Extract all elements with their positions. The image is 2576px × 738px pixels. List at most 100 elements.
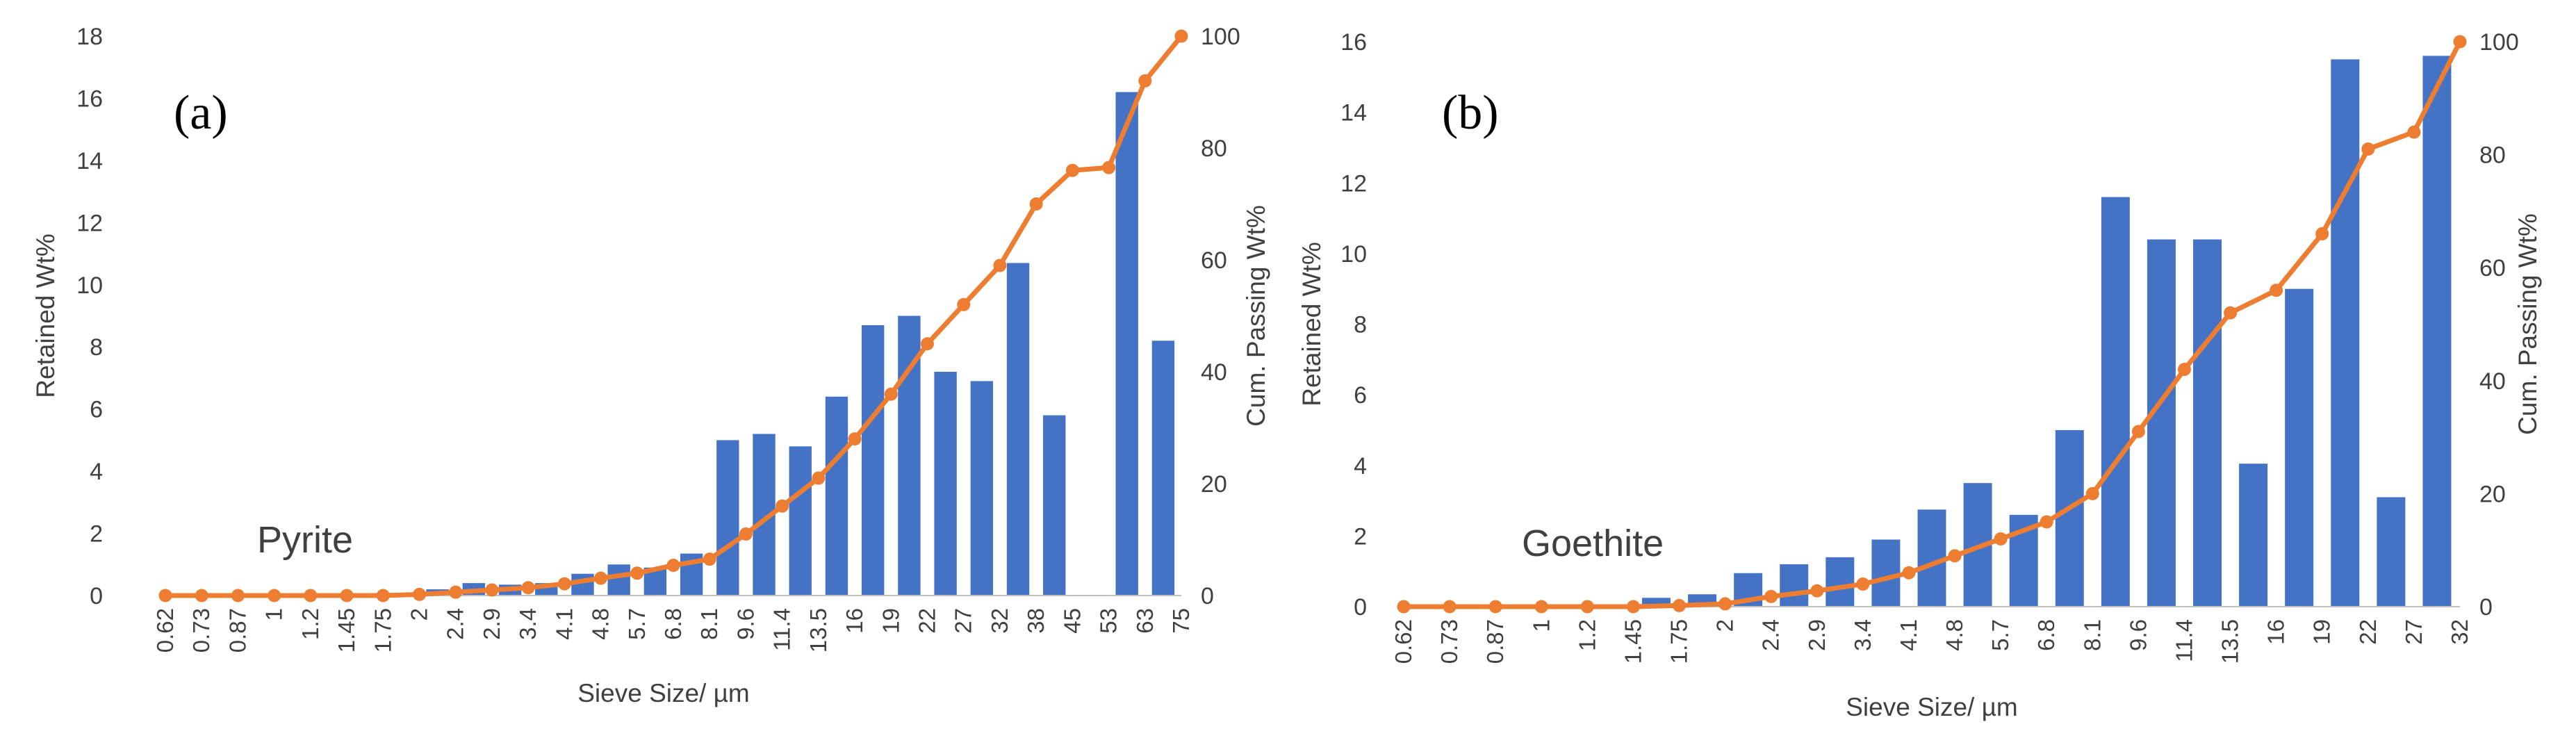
y-tick-label: 6: [90, 397, 103, 423]
cumulative-point-1.75: [376, 589, 390, 602]
cumulative-point-2.9: [485, 583, 499, 597]
y-tick-label: 18: [76, 24, 103, 50]
bar-16: [861, 325, 885, 596]
x-tick-label: 1.75: [370, 608, 395, 653]
bar-27: [2422, 56, 2452, 607]
bar-2.9: [1826, 557, 1855, 607]
x-tick-label: 11.4: [2171, 619, 2197, 662]
bar-16: [2285, 288, 2314, 607]
y2-tick-label: 80: [1201, 136, 1227, 162]
y-axis-title: Retained Wt%: [1297, 242, 1326, 407]
cumulative-point-0.62: [158, 589, 172, 602]
bar-8.1: [2101, 197, 2130, 607]
bar-38: [1043, 415, 1066, 596]
cumulative-point-53: [1102, 161, 1116, 174]
cumulative-passing-line: [1404, 40, 2463, 609]
cumulative-point-75: [1174, 29, 1188, 43]
cumulative-point-16: [2270, 284, 2283, 297]
cumulative-point-22: [921, 337, 934, 351]
x-tick-label: 4.8: [1942, 619, 1967, 651]
cumulative-point-5.7: [630, 566, 644, 580]
x-tick-label: 3.4: [1850, 619, 1876, 651]
x-tick-label: 1: [261, 608, 287, 621]
x-tick-label: 38: [1023, 608, 1049, 634]
x-axis-title: Sieve Size/ µm: [577, 679, 750, 707]
x-tick-label: 2.4: [1758, 619, 1784, 651]
bar-4.1: [1917, 509, 1946, 607]
cumulative-point-2: [413, 587, 426, 601]
x-tick-label: 1.2: [1574, 619, 1600, 651]
x-tick-label: 6.8: [660, 608, 686, 640]
x-tick-label: 2: [407, 608, 432, 621]
cumulative-point-32: [993, 259, 1007, 272]
x-tick-label: 8.1: [696, 608, 722, 640]
cumulative-point-6.8: [666, 559, 680, 573]
cumulative-point-2.4: [449, 585, 463, 599]
cumulative-point-0.73: [1443, 600, 1457, 614]
x-tick-label: 13.5: [805, 608, 831, 653]
x-tick-label: 53: [1096, 608, 1122, 634]
x-tick-label: 32: [987, 608, 1012, 634]
x-tick-label: 1.2: [297, 608, 323, 640]
material-annotation: Pyrite: [257, 519, 353, 561]
material-annotation: Goethite: [1522, 523, 1664, 564]
cumulative-point-1.75: [1673, 598, 1687, 612]
cumulative-point-4.1: [1902, 566, 1916, 580]
cumulative-point-3.4: [1856, 577, 1870, 591]
cumulative-point-1.45: [1626, 600, 1640, 614]
x-tick-label: 0.73: [188, 608, 214, 653]
bar-22: [934, 372, 957, 596]
bar-11.4: [789, 446, 812, 596]
x-tick-label: 63: [1132, 608, 1158, 634]
bar-19: [2331, 59, 2360, 607]
cumulative-point-0.87: [1488, 600, 1502, 614]
x-tick-label: 27: [2401, 619, 2427, 645]
cumulative-point-32: [2453, 35, 2467, 49]
x-tick-label: 22: [2355, 619, 2381, 645]
cumulative-point-3.4: [521, 581, 535, 595]
x-tick-label: 2.9: [1804, 619, 1830, 651]
y2-tick-label: 60: [1201, 247, 1227, 274]
x-tick-label: 13.5: [2217, 619, 2243, 664]
y-axis-title: Retained Wt%: [31, 233, 60, 398]
cumulative-point-19: [884, 387, 898, 401]
cumulative-point-45: [1065, 163, 1079, 177]
cumulative-point-1.45: [340, 589, 354, 602]
x-tick-label: 8.1: [2079, 619, 2105, 651]
x-tick-label: 27: [951, 608, 976, 634]
panel-label: (b): [1442, 86, 1499, 140]
cumulative-point-4.8: [1948, 549, 1962, 563]
y-tick-label: 8: [90, 334, 103, 361]
x-tick-label: 4.1: [1896, 619, 1921, 651]
x-tick-label: 19: [878, 608, 903, 634]
x-tick-label: 5.7: [624, 608, 650, 640]
cumulative-point-6.8: [2040, 515, 2053, 529]
x-tick-label: 2.4: [443, 608, 468, 640]
cumulative-point-22: [2361, 142, 2375, 156]
cumulative-point-16: [848, 432, 862, 446]
cumulative-point-1.2: [304, 589, 318, 602]
cumulative-point-2: [1718, 597, 1732, 611]
y2-tick-label: 60: [2479, 255, 2506, 281]
x-tick-label: 0.62: [152, 608, 178, 653]
x-tick-label: 9.6: [732, 608, 758, 640]
cumulative-point-5.7: [1994, 532, 2008, 546]
cumulative-point-4.8: [594, 571, 608, 585]
x-tick-label: 1: [1528, 619, 1554, 632]
cumulative-point-2.4: [1764, 589, 1778, 603]
cumulative-point-27: [957, 297, 971, 311]
y-tick-label: 6: [1354, 382, 1367, 409]
cumulative-point-13.5: [2224, 306, 2238, 320]
x-tick-label: 1.45: [334, 608, 359, 653]
y2-tick-label: 0: [2479, 594, 2493, 621]
x-tick-label: 2: [1712, 619, 1738, 632]
x-tick-label: 32: [2447, 619, 2472, 645]
bar-4.8: [607, 564, 630, 596]
bar-3.4: [1871, 539, 1901, 607]
y2-tick-label: 20: [2479, 481, 2506, 507]
cumulative-point-38: [1029, 197, 1043, 211]
x-tick-label: 11.4: [769, 608, 795, 651]
x-tick-label: 0.62: [1390, 619, 1416, 664]
